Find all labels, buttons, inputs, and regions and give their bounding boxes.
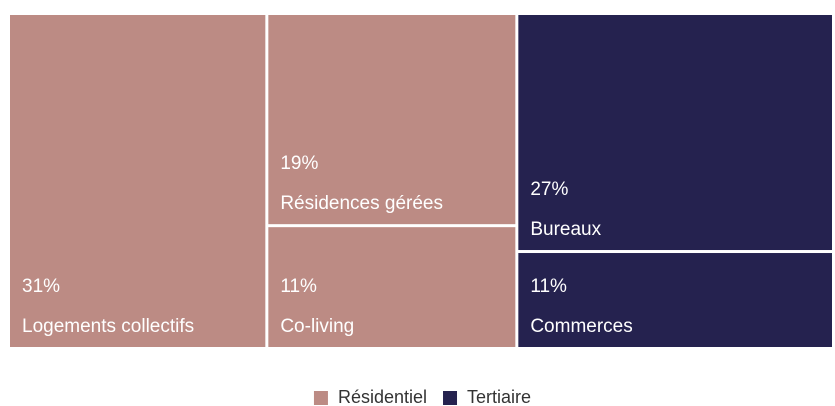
treemap-cell — [518, 253, 832, 347]
cell-name: Bureaux — [530, 219, 601, 240]
treemap-cell — [268, 15, 516, 225]
legend-label: Tertiaire — [467, 387, 531, 406]
legend-swatch — [313, 391, 328, 405]
cell-value: 11% — [280, 276, 317, 297]
cell-value: 31% — [22, 276, 60, 297]
cell-name: Résidences gérées — [280, 193, 443, 214]
legend-swatch — [443, 391, 458, 405]
treemap-cell — [518, 15, 832, 251]
cell-value: 27% — [530, 179, 568, 200]
cell-name: Co-living — [280, 316, 354, 337]
cell-name: Logements collectifs — [22, 316, 194, 337]
cell-value: 11% — [530, 276, 567, 297]
cell-name: Commerces — [530, 316, 632, 337]
treemap-cell — [268, 227, 516, 347]
cell-value: 19% — [280, 153, 318, 174]
treemap-cell — [10, 15, 266, 347]
legend-label: Résidentiel — [338, 387, 427, 406]
